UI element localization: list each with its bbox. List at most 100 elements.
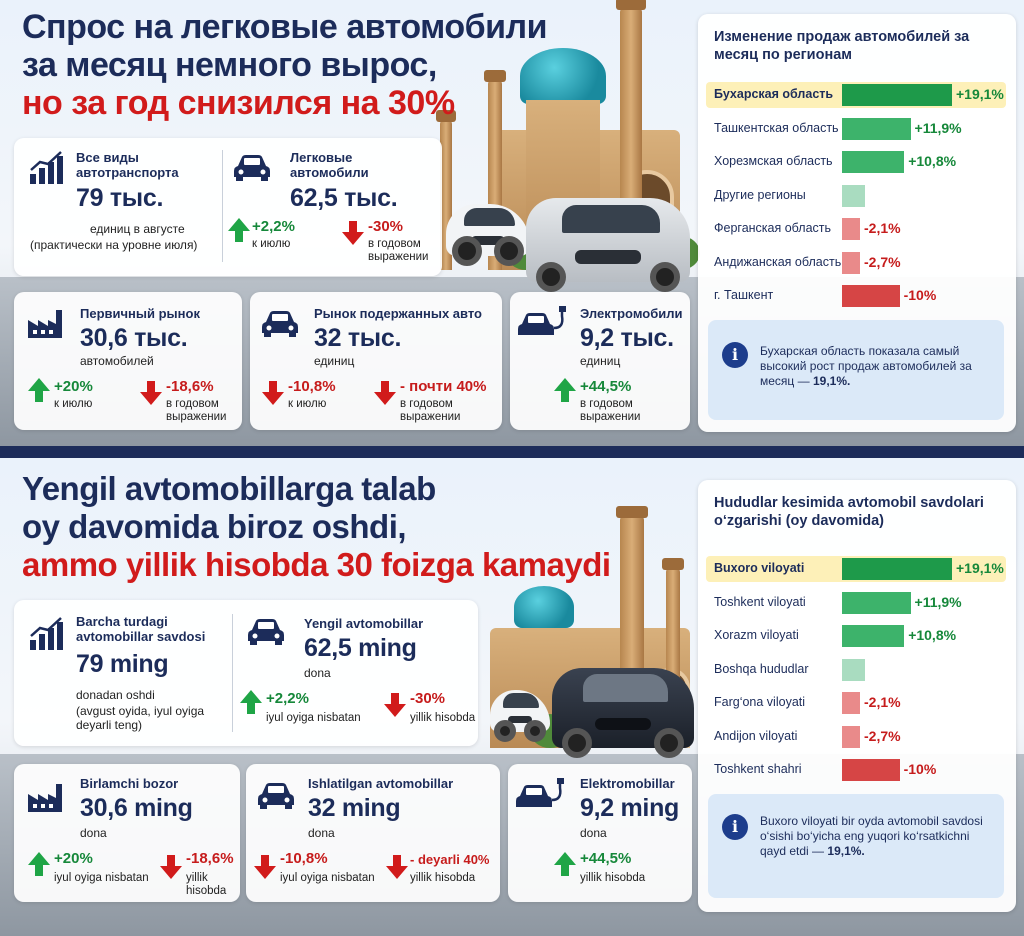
all-transport-title: Все виды автотранспорта	[76, 150, 179, 180]
region-row: Toshkent viloyati +11,9%	[706, 590, 1006, 616]
primary-market-card: Первичный рынок 30,6 тыс. автомобилей +2…	[14, 292, 242, 430]
all-transport-sub-1: donadan oshdi	[76, 688, 155, 702]
used-down1-value: -10,8%	[280, 850, 328, 867]
region-name: Toshkent shahri	[714, 762, 802, 776]
info-icon: i	[722, 342, 748, 368]
region-row: Andijon viloyati -2,7%	[706, 724, 1006, 750]
ev-unit: dona	[580, 826, 607, 840]
primary-up-label: к июлю	[54, 398, 93, 410]
region-name: Андижанская область	[714, 254, 842, 269]
up-arrow-icon	[228, 218, 250, 242]
up-arrow-icon	[554, 378, 576, 402]
used-value: 32 ming	[308, 794, 401, 822]
region-bar	[842, 151, 905, 173]
headline: Спрос на легковые автомобили за месяц не…	[22, 8, 548, 122]
region-bar	[842, 251, 860, 274]
ev-up-value: +44,5%	[580, 378, 632, 395]
up-arrow-icon	[28, 852, 50, 876]
headline: Yengil avtomobillarga talab oy davomida …	[22, 470, 611, 584]
region-bar	[842, 625, 905, 647]
used-down2-label: yillik hisobda	[410, 872, 476, 884]
white-car-illustration	[446, 204, 530, 266]
down-arrow-icon	[384, 693, 406, 717]
region-bar	[842, 117, 911, 140]
all-transport-sub-2: (avgust oyida, iyul oyiga deyarli teng)	[76, 704, 205, 732]
down-arrow-icon	[386, 855, 408, 879]
chart-note: i Бухарская область показала самый высок…	[708, 320, 1004, 420]
region-bar	[842, 184, 866, 207]
region-row: Farg‘ona viloyati -2,1%	[706, 690, 1006, 716]
car-icon	[262, 311, 298, 337]
region-value-label: -10%	[903, 287, 937, 303]
ev-title: Elektromobillar	[580, 776, 675, 791]
region-row: Ташкентская область +11,9%	[706, 116, 1006, 142]
primary-down-label: в годовом выражении	[166, 398, 227, 423]
primary-value: 30,6 ming	[80, 794, 193, 822]
region-row: Ферганская область -2,1%	[706, 216, 1006, 242]
headline-line-2: oy davomida biroz oshdi,	[22, 508, 407, 545]
used-market-card: Рынок подержанных авто 32 тыс. единиц -1…	[250, 292, 502, 430]
used-down1-value: -10,8%	[288, 378, 336, 395]
dark-car-illustration	[552, 668, 694, 758]
passenger-title: Yengil avtomobillar	[304, 616, 424, 631]
region-value-label: -2,1%	[864, 694, 901, 710]
passenger-unit: dona	[304, 666, 331, 680]
region-bar	[842, 285, 900, 307]
used-down2-value: - почти 40%	[400, 378, 487, 395]
ev-value: 9,2 тыс.	[580, 324, 674, 352]
primary-title: Первичный рынок	[80, 306, 200, 321]
info-icon: i	[722, 814, 748, 840]
region-bar	[842, 591, 911, 614]
down-arrow-icon	[262, 381, 284, 405]
region-value-label: +11,9%	[914, 119, 962, 136]
car-icon	[248, 619, 284, 645]
down-arrow-icon	[140, 381, 162, 405]
panel-divider	[0, 446, 1024, 458]
primary-unit: автомобилей	[80, 354, 154, 368]
electric-car-icon	[518, 306, 566, 335]
region-value-label: -2,1%	[864, 220, 901, 236]
all-transport-sub-1: единиц в августе	[90, 222, 185, 236]
passenger-up-label: к июлю	[252, 238, 291, 250]
region-value-label: +10,8%	[908, 153, 957, 169]
ev-card: Elektromobillar 9,2 ming dona +44,5% yil…	[508, 764, 692, 902]
region-bar	[842, 759, 900, 781]
up-arrow-icon	[554, 852, 576, 876]
used-down2-value: - deyarli 40%	[410, 852, 490, 867]
primary-down-label: yillik hisobda	[186, 872, 227, 897]
all-transport-sub-2: (практически на уровне июля)	[30, 238, 198, 252]
primary-title: Birlamchi bozor	[80, 776, 179, 791]
region-name: Andijon viloyati	[714, 728, 798, 743]
region-name: Бухарская область	[714, 87, 834, 101]
chart-note-value: 19,1%.	[827, 844, 865, 858]
region-value-label: -2,7%	[864, 727, 901, 744]
chart-note-text: Бухарская область показала самый высокий…	[760, 344, 972, 388]
region-bar	[842, 558, 952, 580]
used-market-card: Ishlatilgan avtomobillar 32 ming dona -1…	[246, 764, 500, 902]
all-transport-value: 79 тыс.	[76, 184, 164, 212]
region-bar	[842, 725, 860, 748]
car-icon	[258, 783, 294, 809]
passenger-title: Легковые автомобили	[290, 150, 369, 180]
chart-title: Изменение продаж автомобилей за месяц по…	[714, 29, 970, 63]
region-bar	[842, 692, 860, 714]
region-row: Бухарская область +19,1%	[706, 82, 1006, 108]
ev-title: Электромобили	[580, 306, 683, 321]
region-name: Boshqa hududlar	[714, 661, 809, 676]
headline-line-2: за месяц немного вырос,	[22, 46, 437, 84]
factory-icon	[28, 784, 62, 812]
ev-up-value: +44,5%	[580, 850, 632, 867]
region-row: Boshqa hududlar	[706, 657, 1006, 683]
headline-line-1: Yengil avtomobillarga talab	[22, 470, 436, 507]
passenger-down-label: yillik hisobda	[410, 712, 476, 724]
silver-car-illustration	[526, 198, 690, 292]
region-value-label: -10%	[903, 761, 937, 777]
infographic-ru: Спрос на легковые автомобили за месяц не…	[0, 0, 1024, 446]
car-icon	[234, 155, 270, 181]
primary-value: 30,6 тыс.	[80, 324, 188, 352]
down-arrow-icon	[342, 221, 364, 245]
headline-line-3: ammo yillik hisobda 30 foizga kamaydi	[22, 546, 611, 583]
passenger-up-label: iyul oyiga nisbatan	[266, 712, 361, 724]
region-name: Buxoro viloyati	[714, 561, 805, 575]
bar-chart-icon	[30, 151, 63, 184]
